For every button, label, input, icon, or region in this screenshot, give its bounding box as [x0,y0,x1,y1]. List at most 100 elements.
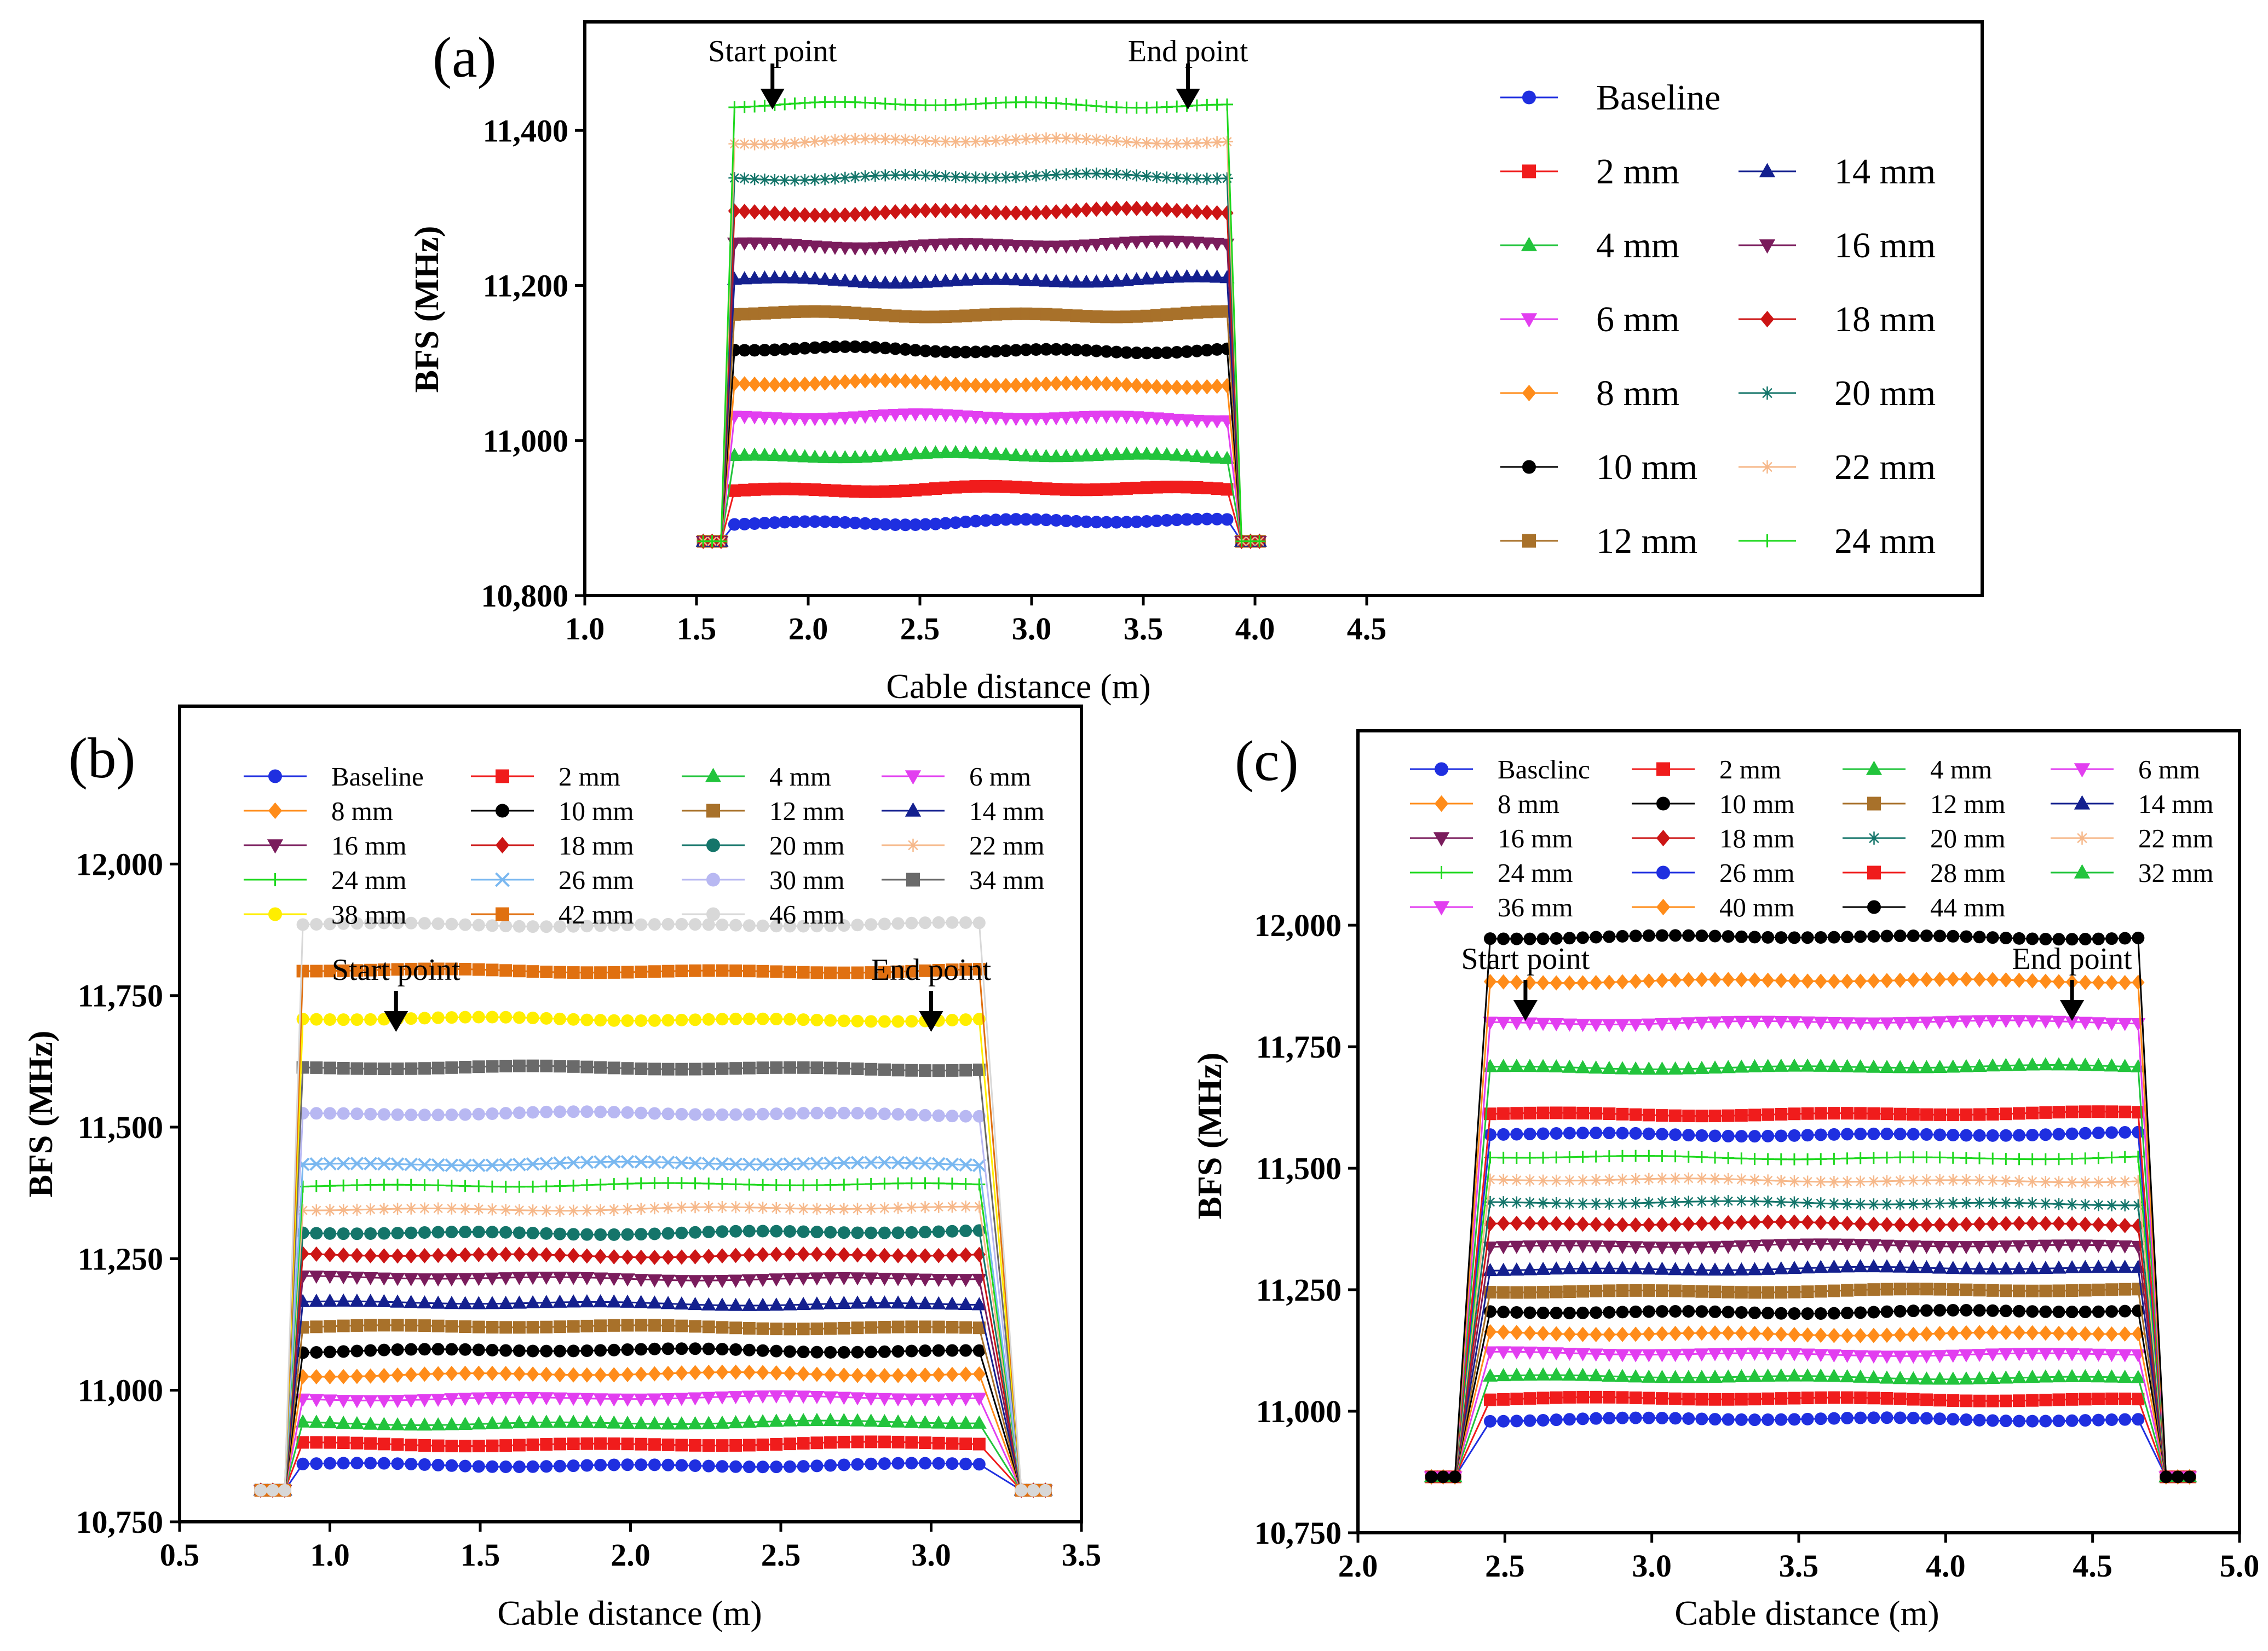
data-point [1999,1284,2012,1297]
data-point [1854,1107,1867,1120]
data-point [2077,1369,2093,1382]
data-point [1774,1261,1789,1275]
data-point [511,1392,527,1405]
series-36-mm [1424,1015,2197,1485]
data-point [2026,1284,2039,1297]
legend-item-20-mm: 20 mm [682,830,844,861]
data-point [818,272,833,285]
data-point [567,1344,580,1358]
data-point [1985,1371,2000,1384]
data-point [364,1179,377,1191]
panel-label: (b) [68,726,135,790]
data-point [459,1011,472,1024]
data-point [2000,1197,2012,1209]
data-point [2012,1215,2026,1231]
end-point-label: End point [2012,942,2132,976]
data-point [809,1296,825,1310]
data-point [1171,100,1183,113]
data-point [1040,132,1052,145]
legend-marker [1760,310,1775,328]
data-point [566,1415,581,1428]
data-point [783,1438,796,1451]
data-point [810,1013,824,1026]
data-point [1972,1349,1987,1363]
data-point [1669,1284,1682,1297]
data-point [377,1063,390,1076]
data-point [1181,172,1193,185]
data-point [1590,1326,1603,1342]
data-point [998,412,1014,426]
data-point [797,240,813,253]
data-point [988,272,1004,285]
data-point [580,1437,594,1450]
data-point [959,1158,973,1172]
data-point [296,918,309,931]
data-point [904,1393,919,1407]
data-point [1933,1304,1947,1317]
series-line [261,1371,1046,1491]
data-point [742,1364,756,1380]
data-point [1588,1368,1604,1382]
y-tick-label: 11,000 [483,423,568,459]
legend-marker [706,838,720,852]
legend-label: 20 mm [1930,823,2005,853]
data-point [1139,446,1154,460]
data-point [2026,1197,2039,1210]
data-point [1510,974,1523,990]
legend-marker [1656,898,1671,916]
data-point [782,1297,797,1311]
data-point [405,916,418,930]
data-point [2052,1284,2065,1297]
legend-marker [905,802,922,817]
legend-label: 2 mm [559,761,620,792]
data-point [891,1156,905,1170]
data-point [418,1248,431,1263]
data-point [1986,1325,1999,1341]
data-point [377,1343,390,1356]
data-point [1893,1304,1907,1318]
data-point [778,206,791,222]
data-point [890,1295,906,1309]
data-point [472,1011,485,1024]
data-point [310,1061,323,1074]
data-point [979,378,993,394]
legend-marker [1866,760,1883,775]
data-point [1141,137,1153,149]
arrow-down-icon [2060,1000,2085,1021]
data-point [716,1013,729,1026]
data-point [756,1322,769,1335]
data-point [1030,170,1043,182]
data-point [1827,1107,1840,1120]
data-point [1735,1152,1748,1165]
data-point [1615,1369,1630,1382]
data-point [324,1436,336,1449]
data-point [392,1179,404,1191]
data-point [1010,134,1022,146]
legend-label: Basclinc [1498,754,1590,784]
data-point [1748,1393,1761,1406]
data-point [363,1395,378,1408]
data-point [798,376,811,392]
data-point [1720,1240,1736,1254]
data-point [849,96,861,108]
data-point [716,1062,729,1075]
data-point [1959,1349,1974,1363]
data-point [959,1224,972,1237]
data-point [737,447,752,461]
data-point [1747,1369,1763,1382]
series-44-mm [1425,929,2196,1483]
data-point [620,1154,635,1169]
data-point [405,1343,418,1356]
data-point [848,242,863,256]
data-point [1933,1412,1947,1425]
data-point [1510,1128,1523,1141]
data-point [959,1064,972,1077]
series-4-mm [695,444,1267,547]
series-2-mm [1425,1390,2196,1483]
data-point [938,444,953,458]
legend-marker [1434,795,1449,812]
legend-item-2-mm: 2 mm [471,761,620,792]
data-point [2131,1370,2146,1383]
data-point [459,1225,472,1238]
data-point [729,1201,742,1214]
